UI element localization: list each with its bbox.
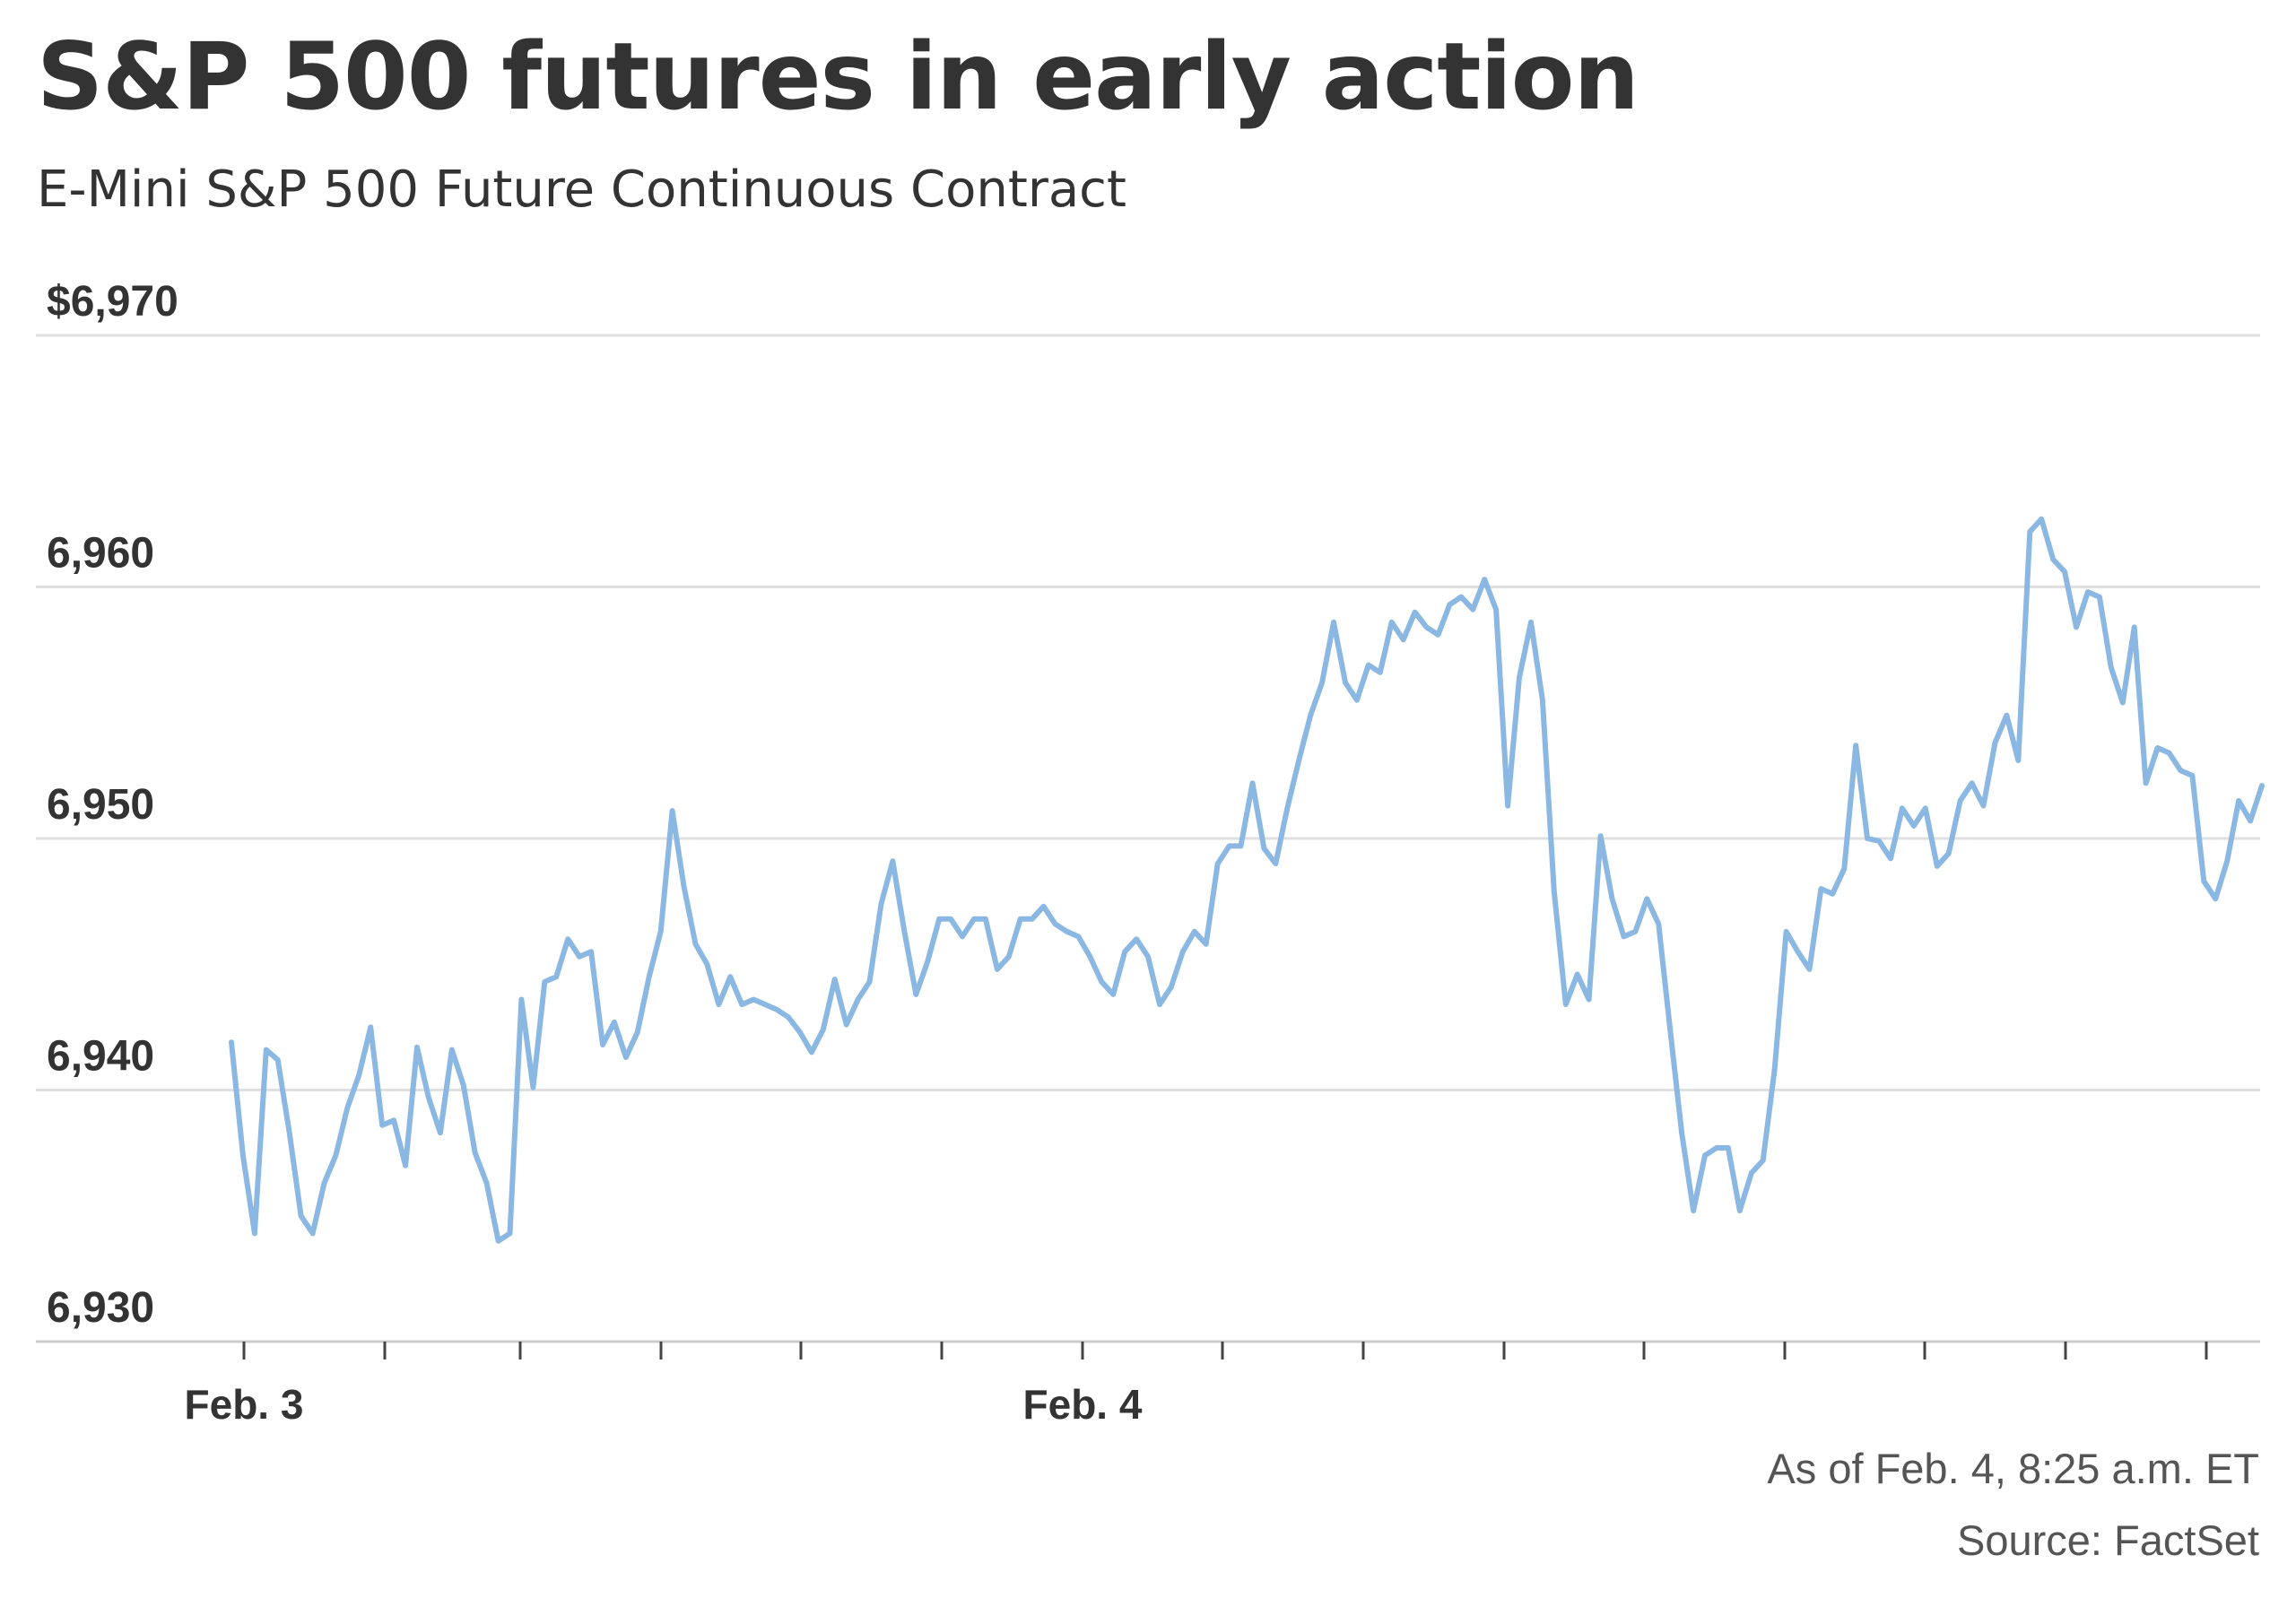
x-axis: Feb. 3 Feb. 4 [185,1342,2208,1428]
y-tick-label: 6,930 [47,1284,154,1332]
as-of-note: As of Feb. 4, 8:25 a.m. ET [1767,1445,2259,1492]
y-tick-labels: 6,930 6,940 6,950 6,960 $6,970 [47,278,178,1332]
x-tick-label: Feb. 4 [1023,1381,1143,1428]
source-note: Source: FactSet [1957,1516,2259,1564]
series-line-layer [229,516,2265,1244]
y-tick-label: 6,940 [47,1033,154,1081]
y-tick-label: $6,970 [47,278,178,326]
series-line [229,516,2265,1244]
y-tick-label: 6,950 [47,781,154,829]
chart-title: S&P 500 futures in early action [37,23,1639,131]
x-tick-label: Feb. 3 [185,1381,304,1428]
chart-subtitle: E-Mini S&P 500 Future Continuous Contrac… [37,161,1126,219]
y-tick-label: 6,960 [47,530,154,578]
grid-layer [36,334,2260,1343]
